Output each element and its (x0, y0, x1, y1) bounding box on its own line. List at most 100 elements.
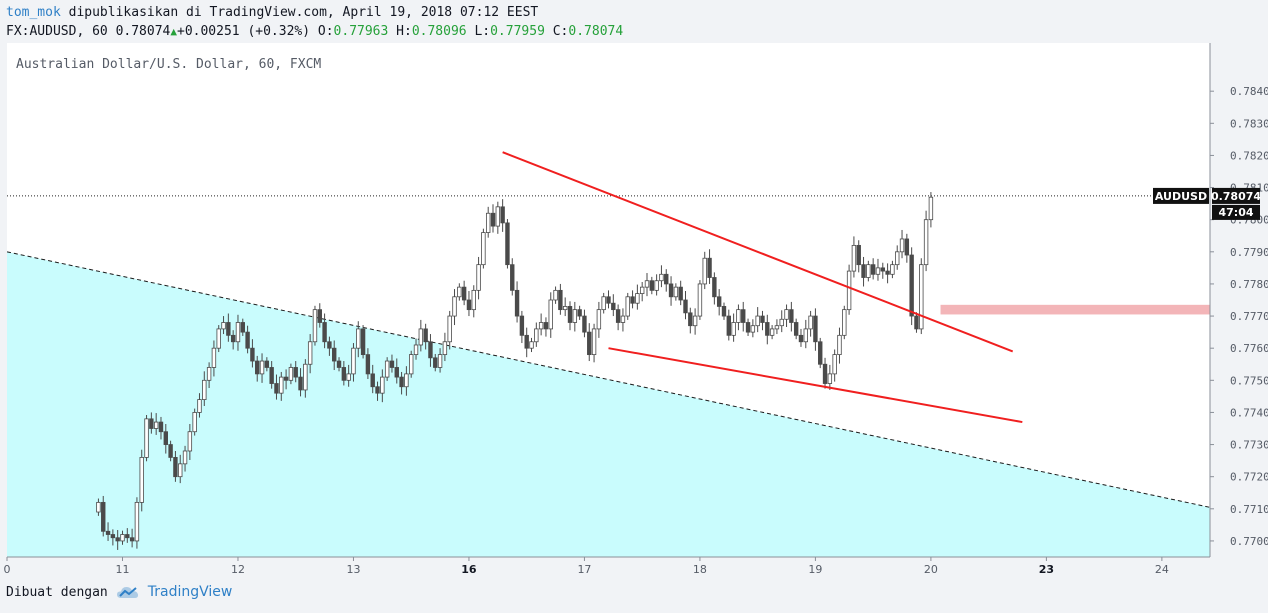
candle-body (327, 341, 332, 349)
candle (322, 313, 327, 349)
candle-body (736, 309, 741, 323)
candle-body (615, 309, 621, 323)
candle-body (668, 283, 674, 298)
candle-body (543, 322, 549, 330)
tradingview-brand-link[interactable]: TradingView (147, 584, 233, 600)
candle-body (307, 341, 313, 365)
candle-body (789, 309, 794, 323)
countdown-tag: 47:04 (1218, 206, 1253, 219)
candle-body (134, 501, 140, 542)
candle (668, 276, 674, 306)
x-tick-label: 17 (577, 563, 591, 576)
candle-body (490, 212, 496, 227)
candle-body (505, 222, 510, 266)
candle-body (890, 264, 895, 275)
candle-body (120, 534, 125, 542)
candle-body (837, 334, 842, 356)
candle-body (303, 363, 308, 391)
y-axis[interactable]: 0.784000.783000.782000.781000.780000.779… (1210, 85, 1268, 548)
open-label: O: (317, 24, 334, 39)
candle-body (197, 399, 202, 413)
candle-body (365, 354, 371, 375)
candle-body (187, 431, 193, 452)
symbol-tag: AUDUSD (1155, 190, 1207, 203)
candle (375, 381, 380, 401)
candle-body (914, 315, 919, 330)
candle (510, 258, 515, 296)
candle (818, 337, 823, 369)
candle-body (587, 331, 592, 356)
candle-body (928, 196, 934, 221)
candle (96, 498, 101, 516)
candle (529, 337, 534, 353)
candle (736, 304, 741, 331)
candle-body (96, 501, 101, 513)
candle (784, 304, 789, 327)
candle (317, 303, 322, 328)
candle-body (596, 309, 602, 330)
candle-body (851, 244, 857, 272)
candle (245, 325, 250, 354)
candle-body (644, 280, 650, 288)
x-axis[interactable]: 01112131617181920232425 (4, 557, 1268, 576)
candle (380, 369, 385, 403)
candle-body (760, 315, 765, 323)
candle-body (274, 383, 279, 394)
candle-body (442, 341, 448, 356)
candle-body (885, 270, 890, 275)
x-tick-label: 18 (693, 563, 707, 576)
candle (500, 199, 505, 232)
candle-body (115, 537, 120, 542)
candle (875, 258, 881, 281)
candle-body (606, 296, 611, 304)
candle-body (216, 328, 221, 349)
candle (880, 262, 885, 279)
candle (524, 327, 529, 358)
candle-body (452, 296, 457, 317)
price-tag-bg (1212, 187, 1260, 204)
candle (591, 323, 597, 363)
close-value: 0.78074 (568, 24, 624, 39)
candle-body (351, 347, 356, 375)
x-tick-label: 24 (1155, 563, 1169, 576)
candle (534, 322, 539, 347)
candle (365, 348, 371, 380)
candle (519, 310, 525, 344)
candle-body (683, 299, 688, 314)
price-tag: 0.78074 (1211, 190, 1261, 203)
candle-body (125, 534, 130, 539)
candle (793, 318, 799, 340)
candle-body (538, 322, 544, 330)
candle-body (745, 322, 751, 333)
candle-body (221, 322, 226, 330)
candle-body (404, 373, 409, 388)
candle (356, 321, 361, 358)
candle-body (211, 347, 217, 368)
candle (851, 236, 857, 278)
candle-body (336, 360, 342, 368)
candle (442, 332, 448, 362)
candle (808, 310, 813, 337)
candle-body (173, 457, 178, 478)
candle-body (332, 347, 337, 362)
candle (692, 308, 698, 335)
candle-body (312, 309, 318, 343)
candle (192, 408, 197, 436)
x-tick-label: 23 (1039, 563, 1054, 576)
candle (293, 361, 298, 383)
candle-body (356, 328, 361, 349)
candle (360, 325, 366, 359)
author-link[interactable]: tom_mok (6, 5, 61, 20)
candle (639, 282, 645, 302)
candle-body (360, 328, 366, 356)
candle (832, 349, 837, 382)
candle (274, 374, 279, 400)
candle (678, 280, 683, 306)
candle (885, 263, 890, 284)
